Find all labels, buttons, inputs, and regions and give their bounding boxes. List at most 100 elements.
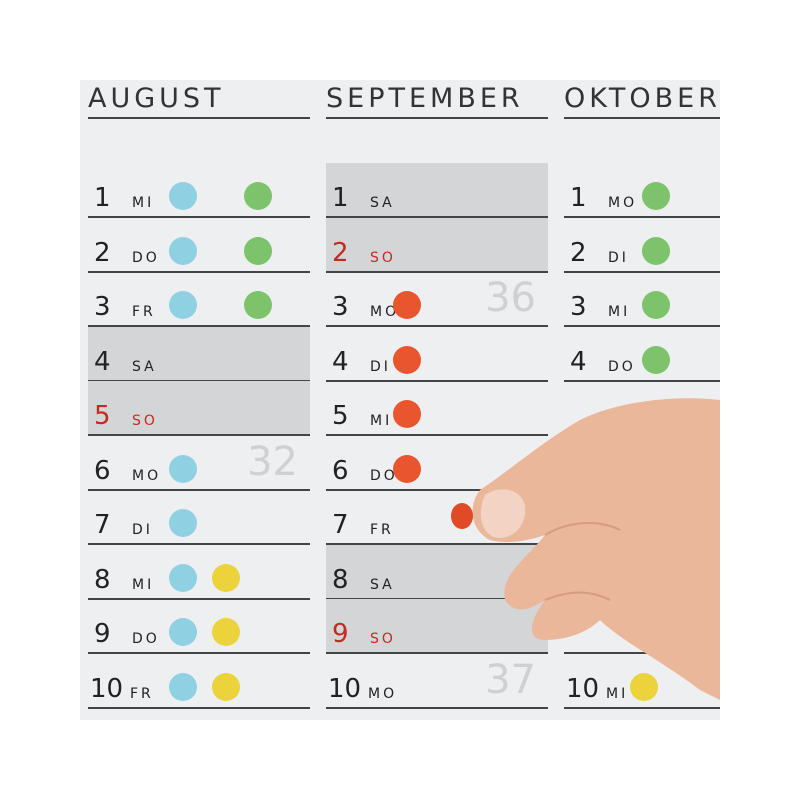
weekday: SA — [370, 195, 395, 211]
day-number: 9 — [94, 619, 111, 649]
day-row[interactable]: 3 MI — [564, 272, 720, 327]
weekday: DI — [370, 358, 391, 375]
weekday: MO — [608, 195, 638, 211]
day-number: 4 — [332, 346, 349, 377]
day-row[interactable]: 10 FR — [88, 654, 310, 709]
sticker-dot-held — [451, 503, 473, 529]
day-number: 10 — [566, 673, 600, 704]
green-sticker-dot — [642, 236, 670, 265]
weekday: DO — [608, 358, 636, 375]
weekday: DI — [608, 249, 629, 266]
day-row[interactable]: 1 MI — [88, 163, 310, 218]
day-row[interactable]: 5 SO — [88, 381, 310, 436]
day-number: 3 — [94, 292, 111, 322]
day-number: 6 — [332, 455, 349, 486]
day-row[interactable]: 7 FR — [326, 490, 548, 545]
day-row[interactable]: 4 DO — [564, 327, 720, 382]
weekday: MO — [370, 304, 400, 320]
weekday: MI — [606, 685, 629, 702]
day-number: 10 — [90, 673, 124, 704]
red-sticker-dot — [393, 345, 421, 374]
day-number: 3 — [570, 292, 587, 322]
yellow-sticker-dot — [212, 672, 240, 701]
weekday: MO — [368, 685, 398, 702]
day-row[interactable]: 4 DI — [326, 327, 548, 382]
red-sticker-dot — [393, 454, 421, 483]
red-sticker-dot — [393, 400, 421, 428]
weekday: DO — [132, 249, 160, 266]
day-row[interactable]: 9 SO — [326, 599, 548, 654]
day-number: 7 — [94, 510, 111, 540]
month-title: SEPTEMBER — [326, 82, 548, 119]
blue-sticker-dot — [169, 509, 197, 537]
day-number: 7 — [332, 510, 349, 540]
day-row[interactable]: 2 DI — [564, 218, 720, 273]
blue-sticker-dot — [169, 182, 197, 210]
green-sticker-dot — [642, 291, 670, 319]
day-number: 1 — [94, 183, 111, 213]
day-row[interactable]: 5 MI — [326, 381, 548, 436]
month-title: AUGUST — [88, 82, 310, 119]
day-row[interactable]: 2 DO — [88, 218, 310, 273]
day-row[interactable]: 1 MO — [564, 163, 720, 218]
blue-sticker-dot — [169, 672, 197, 701]
weekday: MI — [608, 304, 631, 320]
day-row[interactable]: 3 FR — [88, 272, 310, 327]
day-number: 5 — [94, 401, 111, 431]
day-number: 8 — [332, 564, 349, 595]
day-number: 3 — [332, 292, 349, 322]
day-number: 10 — [328, 673, 362, 704]
green-sticker-dot — [244, 182, 272, 210]
green-sticker-dot — [244, 236, 272, 265]
day-row[interactable]: 3 MO 36 — [326, 272, 548, 327]
month-column: AUGUST 1 MI 2 DO 3 FR 4 SA 5 SO 6 MO 32 7 DI 8 MI 9 DO 10 FR — [88, 80, 310, 720]
day-number: 5 — [332, 401, 349, 431]
day-row[interactable]: 2 SO — [326, 217, 548, 273]
weekday: SA — [370, 576, 395, 593]
thumbnail — [480, 489, 526, 538]
day-number: 9 — [332, 619, 349, 649]
day-row[interactable]: 10 MO 37 — [326, 654, 548, 709]
blue-sticker-dot — [169, 454, 197, 483]
day-number: 2 — [332, 237, 349, 268]
weekday: MO — [132, 467, 162, 484]
month-title: OKTOBER — [564, 82, 720, 119]
weekday: MI — [370, 413, 393, 429]
weekday: DO — [132, 631, 160, 647]
weekday: DI — [132, 522, 153, 538]
green-sticker-dot — [642, 345, 670, 374]
day-number: 2 — [94, 237, 111, 268]
weekday: SO — [370, 631, 396, 647]
green-sticker-dot — [244, 291, 272, 319]
weekday: FR — [132, 304, 156, 320]
week-number: 32 — [247, 438, 298, 485]
week-number: 37 — [485, 656, 536, 703]
day-number: 8 — [94, 564, 111, 595]
day-row[interactable]: 8 MI — [88, 545, 310, 600]
blue-sticker-dot — [169, 563, 197, 592]
yellow-sticker-dot — [212, 563, 240, 592]
wall-calendar: AUGUST 1 MI 2 DO 3 FR 4 SA 5 SO 6 MO 32 7 DI 8 MI 9 DO 10 FR S… — [80, 80, 720, 720]
weekday: SA — [132, 358, 157, 375]
weekday: DO — [370, 467, 398, 484]
month-column: SEPTEMBER 1 SA 2 SO 3 MO 36 4 DI 5 MI 6 DO 7 FR 8 SA 9 SO 10… — [326, 80, 548, 720]
week-number: 36 — [485, 275, 536, 321]
day-number: 6 — [94, 455, 111, 486]
day-row[interactable]: 6 DO — [326, 436, 548, 491]
day-row[interactable]: 4 SA — [88, 326, 310, 382]
hand-shape — [472, 398, 720, 700]
day-number: 1 — [332, 183, 349, 213]
weekday: FR — [370, 522, 394, 538]
red-sticker-dot — [393, 291, 421, 319]
day-row[interactable]: 9 DO — [88, 599, 310, 654]
yellow-sticker-dot — [630, 672, 658, 701]
day-row[interactable]: 7 DI — [88, 490, 310, 545]
day-row[interactable]: 6 MO 32 — [88, 436, 310, 491]
yellow-sticker-dot — [212, 618, 240, 646]
weekday: FR — [130, 685, 154, 702]
day-row[interactable]: 10 MI — [564, 654, 720, 709]
day-row[interactable] — [564, 599, 720, 654]
day-number: 4 — [94, 346, 111, 377]
day-number: 2 — [570, 237, 587, 268]
day-row[interactable]: 1 SA — [326, 163, 548, 218]
